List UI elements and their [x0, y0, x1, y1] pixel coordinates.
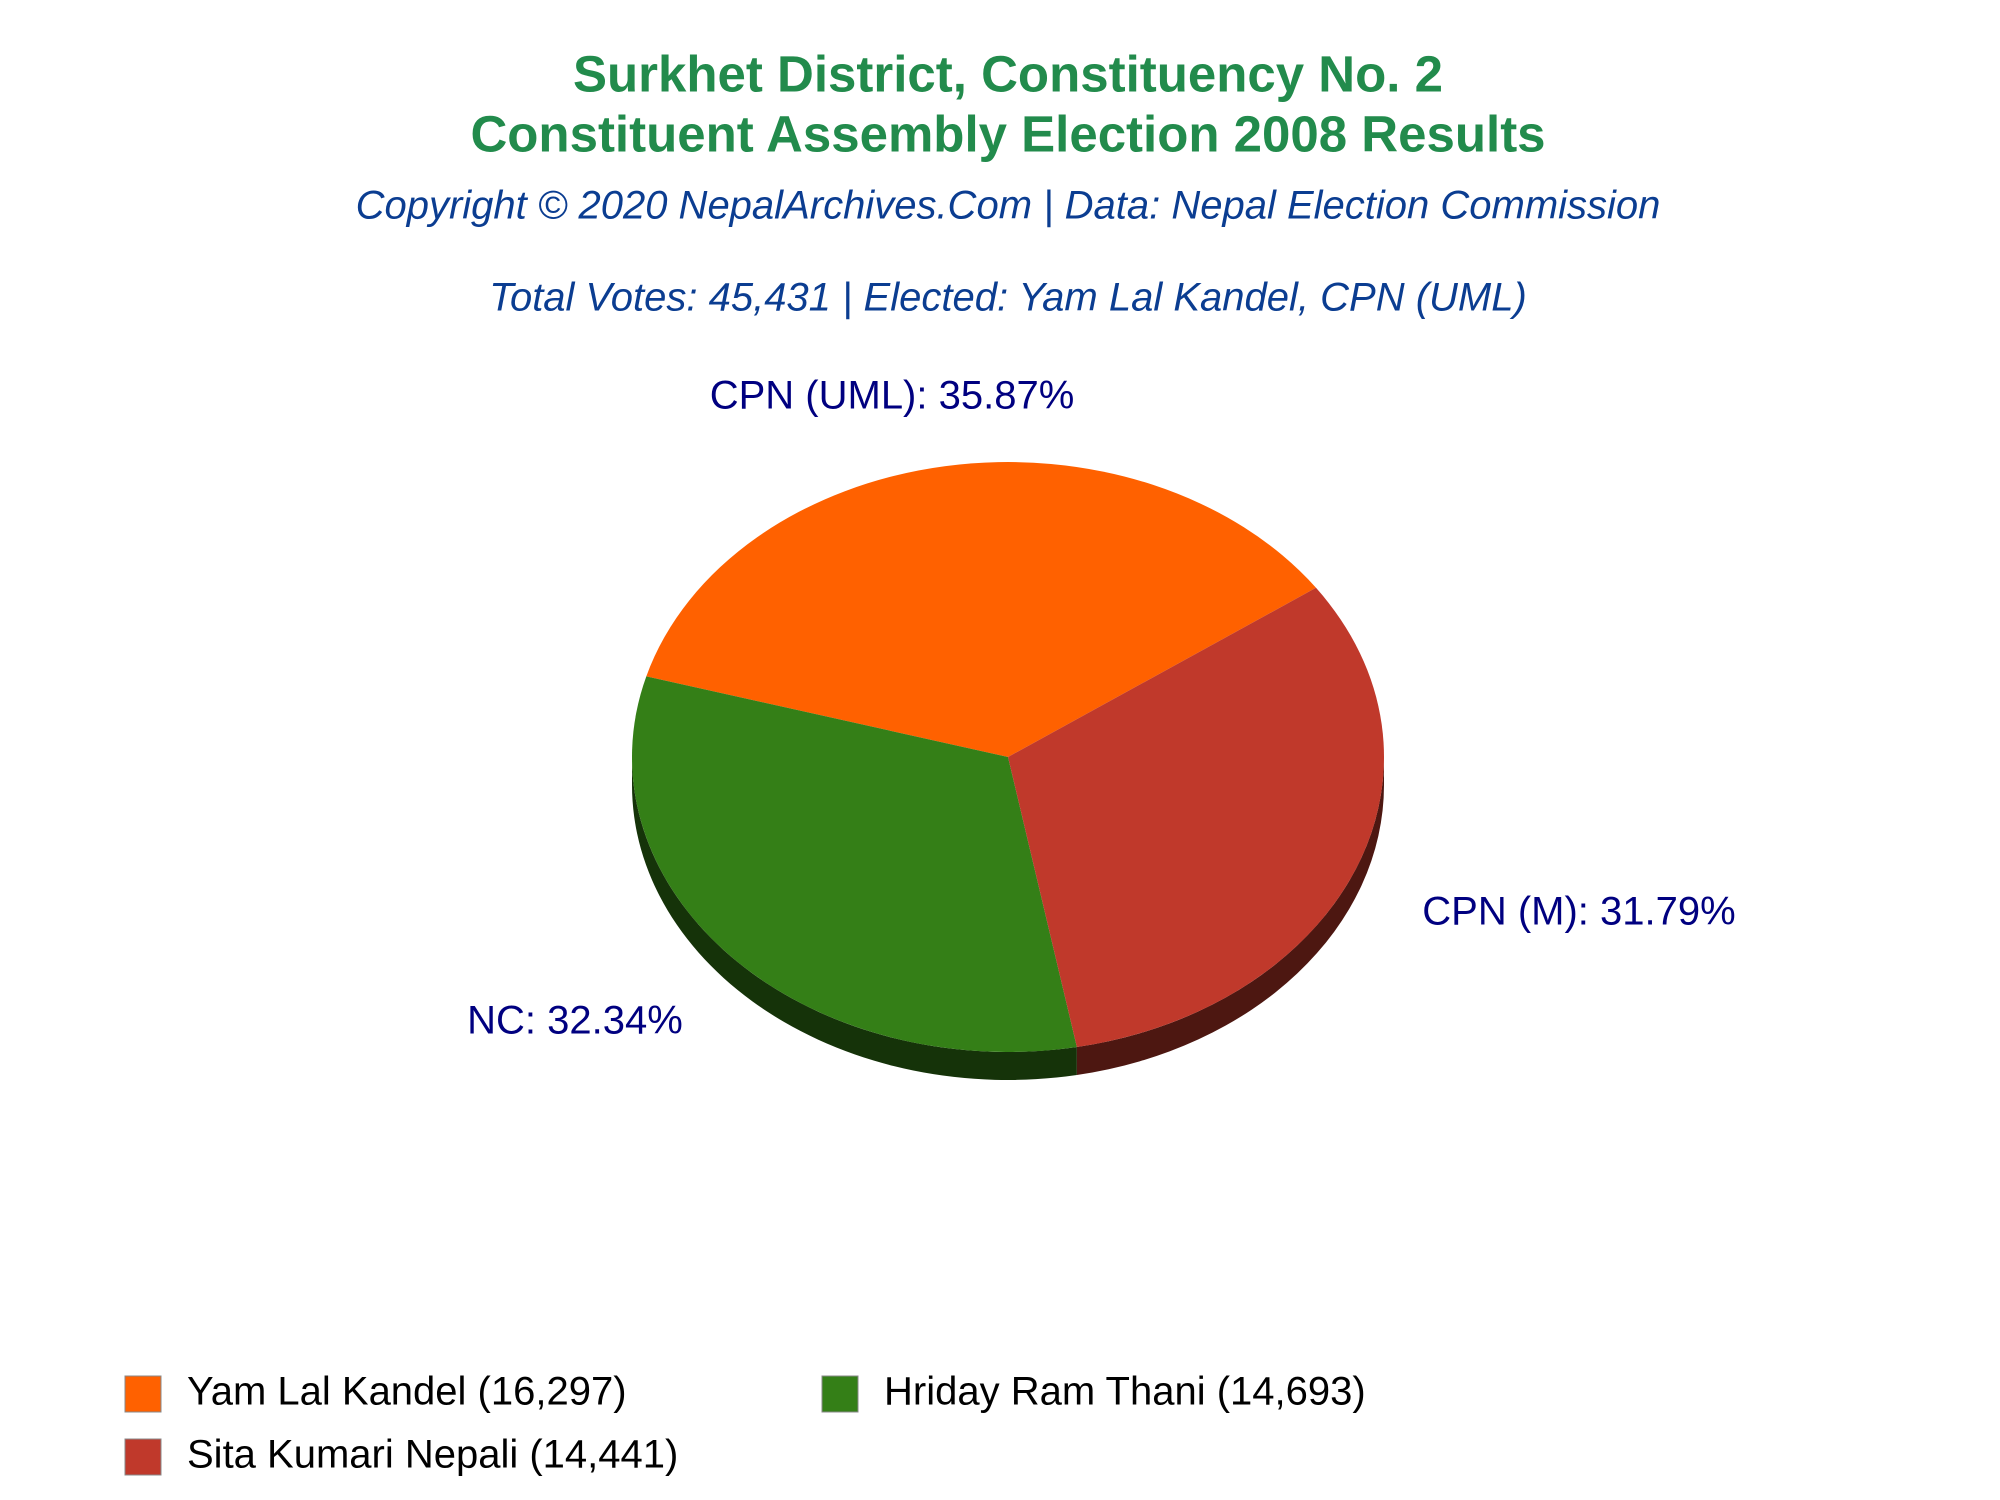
- pie-slice: [646, 462, 1317, 757]
- chart-title: Constituent Assembly Election 2008 Resul…: [470, 105, 1545, 162]
- legend-swatch: [821, 1375, 859, 1413]
- legend-swatch: [124, 1438, 162, 1476]
- pie-side: [1076, 757, 1384, 1076]
- legend-label: Sita Kumari Nepali (14,441): [187, 1433, 678, 1477]
- chart-title: Surkhet District, Constituency No. 2: [573, 45, 1443, 102]
- chart-subtitle: Total Votes: 45,431 | Elected: Yam Lal K…: [489, 276, 1527, 320]
- pie-slice: [1008, 587, 1385, 1048]
- value-label: CPN (M): 31.79%: [1422, 890, 1735, 934]
- pie-slice: [631, 676, 1077, 1053]
- chart-subtitle: Copyright © 2020 NepalArchives.Com | Dat…: [356, 184, 1661, 228]
- legend-label: Hriday Ram Thani (14,693): [884, 1370, 1366, 1414]
- value-label: CPN (UML): 35.87%: [710, 374, 1075, 418]
- legend-label: Yam Lal Kandel (16,297): [187, 1370, 627, 1414]
- legend-swatch: [124, 1375, 162, 1413]
- value-label: NC: 32.34%: [467, 999, 683, 1043]
